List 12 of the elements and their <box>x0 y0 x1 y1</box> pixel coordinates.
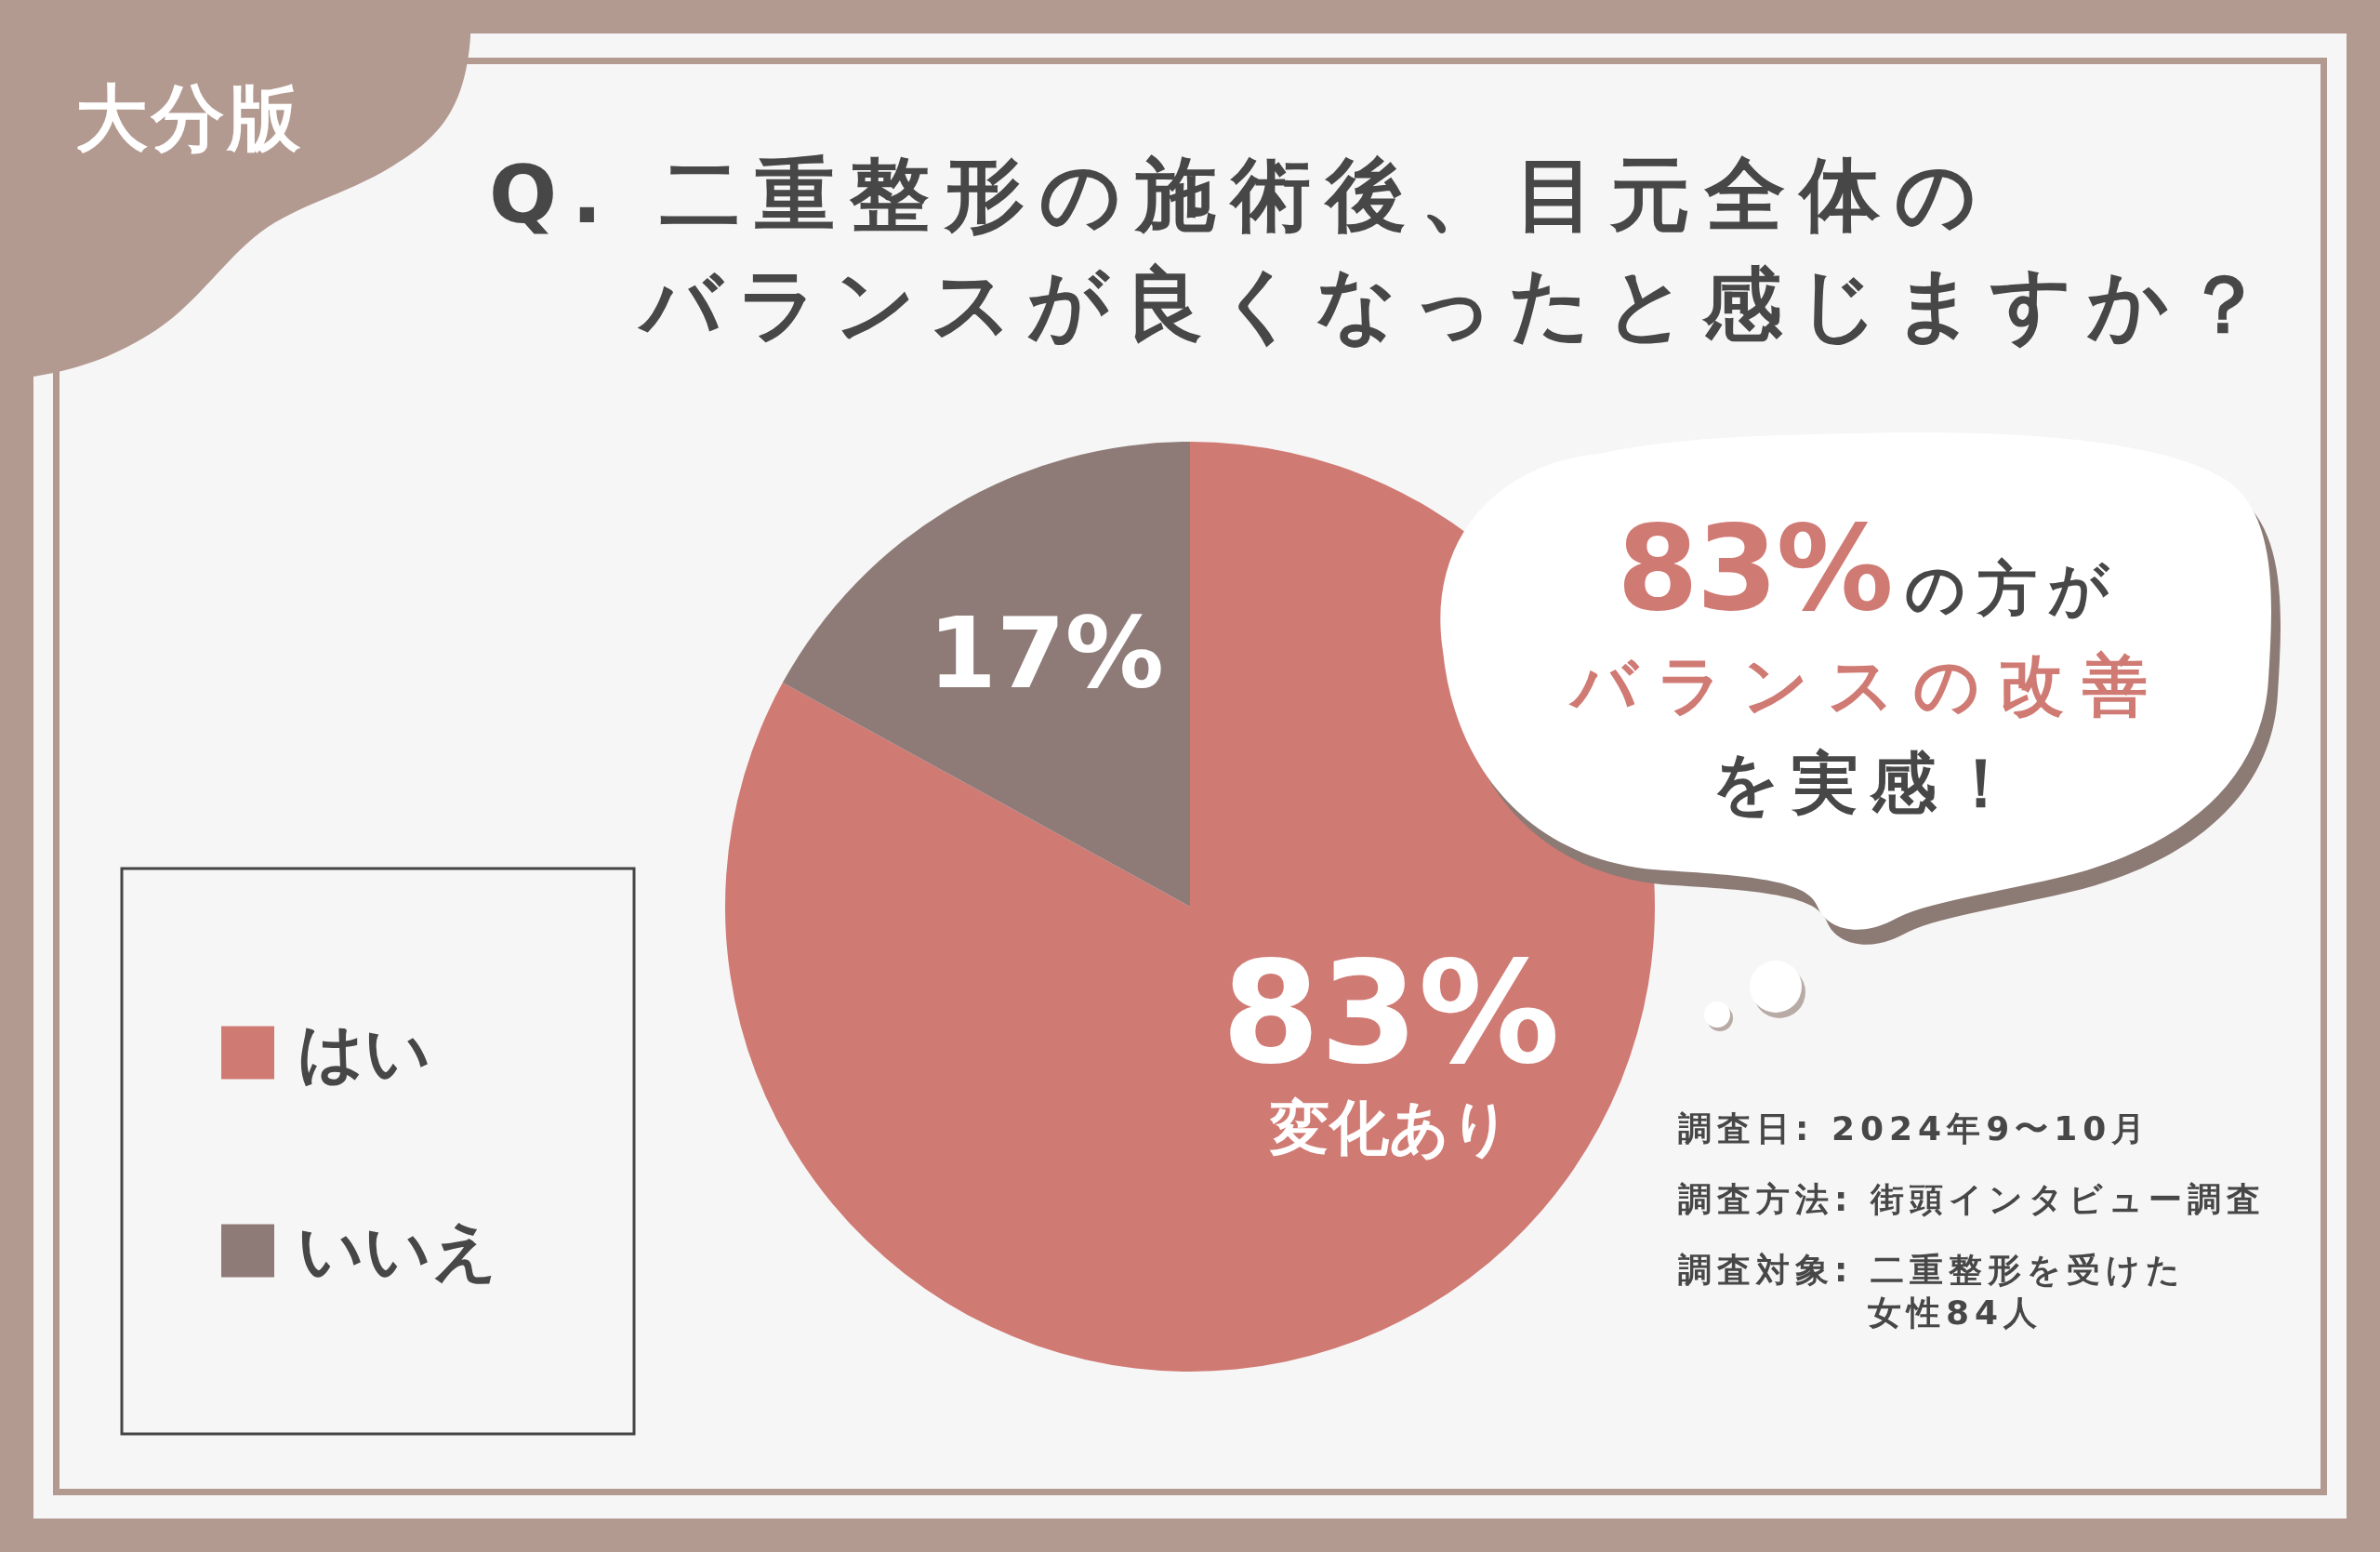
chart-title: Q. 二重整形の施術後、目元全体のバランスが良くなったと感じますか？ <box>489 147 2280 352</box>
text: を実感！ <box>1711 743 2027 824</box>
text: 調査対象: 二重整形を受けた女性84人 <box>1678 1250 2187 1333</box>
legend-label: いいえ <box>298 1213 498 1289</box>
data-label: 83% 変化あり <box>1221 931 1560 1163</box>
legend-label: はい <box>298 1015 431 1091</box>
text: 大分版 <box>75 75 304 162</box>
text: 83%の方が <box>1617 500 2121 637</box>
text: 調査方法: 街頭インタビュー調査 <box>1678 1179 2266 1220</box>
text: 調査日: 2024年9〜10月 <box>1678 1108 2152 1149</box>
text: バランスの改善 <box>1567 646 2167 725</box>
data-label: 17% <box>928 595 1165 710</box>
